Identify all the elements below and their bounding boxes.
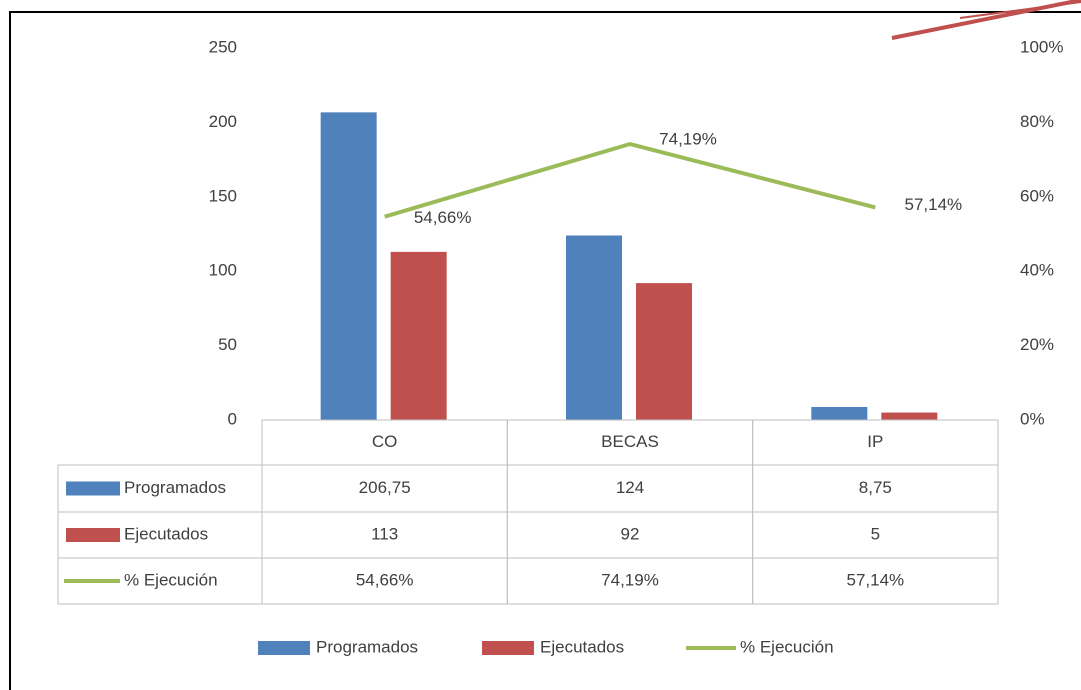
table-value: 206,75 — [359, 478, 411, 497]
legend-label: % Ejecución — [740, 637, 834, 656]
legend-key — [66, 481, 120, 496]
table-value: 54,66% — [356, 570, 414, 589]
table-cell — [752, 557, 999, 605]
pen-stroke — [959, 1, 1081, 19]
row-label: Ejecutados — [124, 524, 208, 543]
frame — [9, 11, 1081, 690]
decoration — [891, 0, 1081, 40]
y-tick-label: 150 — [209, 186, 237, 205]
y-tick-label: 0 — [228, 409, 237, 428]
y-tick-label: 250 — [209, 37, 237, 56]
table-value: 57,14% — [846, 570, 904, 589]
bar — [390, 251, 447, 420]
table-value: 74,19% — [601, 570, 659, 589]
bar — [566, 235, 622, 420]
bar — [636, 283, 692, 420]
table-value: 124 — [616, 478, 644, 497]
row-label: Programados — [124, 478, 226, 497]
bar — [881, 412, 938, 420]
data-label: 57,14% — [904, 195, 962, 214]
row-label: % Ejecución — [124, 570, 218, 589]
y2-tick-label: 0% — [1020, 409, 1045, 428]
legend-key — [482, 641, 534, 655]
data-label: 74,19% — [659, 129, 717, 148]
x-tick-label: IP — [867, 432, 883, 451]
line-series — [384, 141, 876, 219]
y2-tick-label: 80% — [1020, 112, 1054, 131]
x-tick-label: BECAS — [601, 432, 659, 451]
bar — [320, 112, 377, 420]
table-value: 8,75 — [859, 478, 892, 497]
legend-key — [66, 528, 120, 542]
y2-tick-label: 100% — [1020, 37, 1063, 56]
legend-label: Ejecutados — [540, 637, 624, 656]
y-tick-label: 50 — [218, 335, 237, 354]
x-tick-label: CO — [372, 432, 398, 451]
y2-tick-label: 40% — [1020, 261, 1054, 280]
legend-label: Programados — [316, 637, 418, 656]
table-value: 113 — [371, 524, 398, 543]
y-tick-label: 200 — [209, 112, 237, 131]
table-value: 92 — [621, 524, 640, 543]
data-label: 54,66% — [414, 208, 472, 227]
y2-tick-label: 60% — [1020, 186, 1054, 205]
y2-tick-label: 20% — [1020, 335, 1054, 354]
y-tick-label: 100 — [209, 261, 237, 280]
table-value: 5 — [871, 524, 880, 543]
bar — [811, 406, 868, 420]
legend-key — [258, 641, 310, 655]
